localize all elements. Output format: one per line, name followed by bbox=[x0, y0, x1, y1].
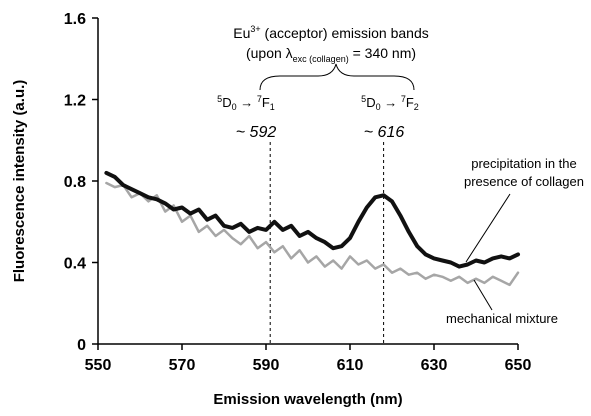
y-ticks: 0 0.4 0.8 1.2 1.6 bbox=[64, 11, 98, 354]
y-tick-label: 0.8 bbox=[64, 174, 86, 191]
y-tick-label: 1.2 bbox=[64, 93, 86, 110]
callout-mixture-leader bbox=[473, 279, 493, 311]
y-tick-label: 0 bbox=[77, 337, 86, 354]
x-tick-label: 610 bbox=[337, 357, 364, 374]
x-tick-label: 630 bbox=[421, 357, 448, 374]
callout-mixture: mechanical mixture bbox=[446, 311, 558, 326]
x-tick-label: 550 bbox=[85, 357, 112, 374]
x-axis-title: Emission wavelength (nm) bbox=[213, 391, 402, 408]
transition-label-2: 5D0 → 7F2 bbox=[361, 94, 419, 112]
x-tick-label: 590 bbox=[253, 357, 280, 374]
annotation-title-line2: (upon λexc (collagen) = 340 nm) bbox=[246, 45, 416, 64]
callout-collagen-line2: presence of collagen bbox=[464, 174, 584, 189]
y-tick-label: 1.6 bbox=[64, 11, 86, 28]
transition-label-1: 5D0 → 7F1 bbox=[217, 94, 275, 112]
x-ticks: 550 570 590 610 630 650 bbox=[85, 344, 532, 374]
series-line-collagen bbox=[104, 170, 520, 269]
x-tick-label: 650 bbox=[505, 357, 532, 374]
x-tick-label: 570 bbox=[169, 357, 196, 374]
axes bbox=[97, 18, 518, 345]
callout-collagen-leader bbox=[465, 193, 511, 263]
callout-collagen-line1: precipitation in the bbox=[471, 156, 577, 171]
series-callouts: precipitation in the presence of collage… bbox=[446, 156, 584, 326]
annotation-title-line1: Eu3+ (acceptor) emission bands bbox=[233, 24, 428, 41]
series-lines bbox=[104, 170, 520, 287]
peak-label-616: ~ 616 bbox=[364, 124, 405, 141]
peak-label-592: ~ 592 bbox=[236, 124, 277, 141]
emission-bands-annotation: Eu3+ (acceptor) emission bands (upon λex… bbox=[217, 24, 429, 141]
annotation-brace bbox=[259, 63, 415, 91]
y-axis-title: Fluorescence intensity (a.u.) bbox=[11, 80, 28, 283]
y-tick-label: 0.4 bbox=[64, 256, 86, 273]
peak-marker-lines bbox=[269, 142, 385, 344]
